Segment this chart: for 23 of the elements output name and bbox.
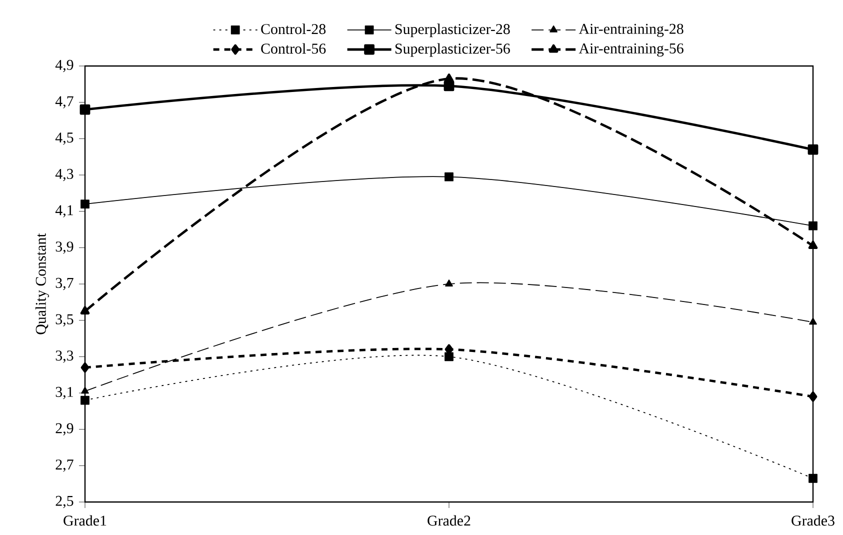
y-tick-label: 2,9	[56, 423, 74, 436]
legend-label: Control-28	[261, 24, 326, 34]
y-tick-label: 2,7	[56, 460, 74, 472]
y-tick-label: 3,7	[56, 278, 74, 290]
y-tick-label: 3,1	[56, 386, 73, 400]
x-tick-label: Grade2	[428, 515, 470, 526]
y-tick-label: 3,9	[56, 242, 74, 254]
legend-label: Air-entraining-56	[578, 43, 684, 57]
y-tick-label: 4,5	[55, 132, 74, 145]
y-tick-label: 4,7	[55, 96, 74, 108]
legend-label: Control-56	[261, 43, 326, 54]
y-tick-label: 4,9	[55, 60, 74, 72]
x-tick-label: Grade1	[64, 515, 106, 526]
y-tick-label: 4,3	[55, 168, 74, 182]
x-tick-label: Grade3	[792, 515, 834, 526]
y-tick-label: 4,1	[55, 205, 73, 218]
legend-label: Air-entraining-28	[578, 24, 684, 37]
legend-label: Superplasticizer-56	[395, 43, 510, 57]
legend-label: Superplasticizer-28	[395, 24, 510, 38]
y-tick-label: 2,5	[56, 496, 74, 508]
y-axis-title: Quality Constant	[35, 233, 49, 334]
y-tick-label: 3,3	[56, 350, 74, 363]
y-tick-label: 3,5	[56, 314, 74, 326]
